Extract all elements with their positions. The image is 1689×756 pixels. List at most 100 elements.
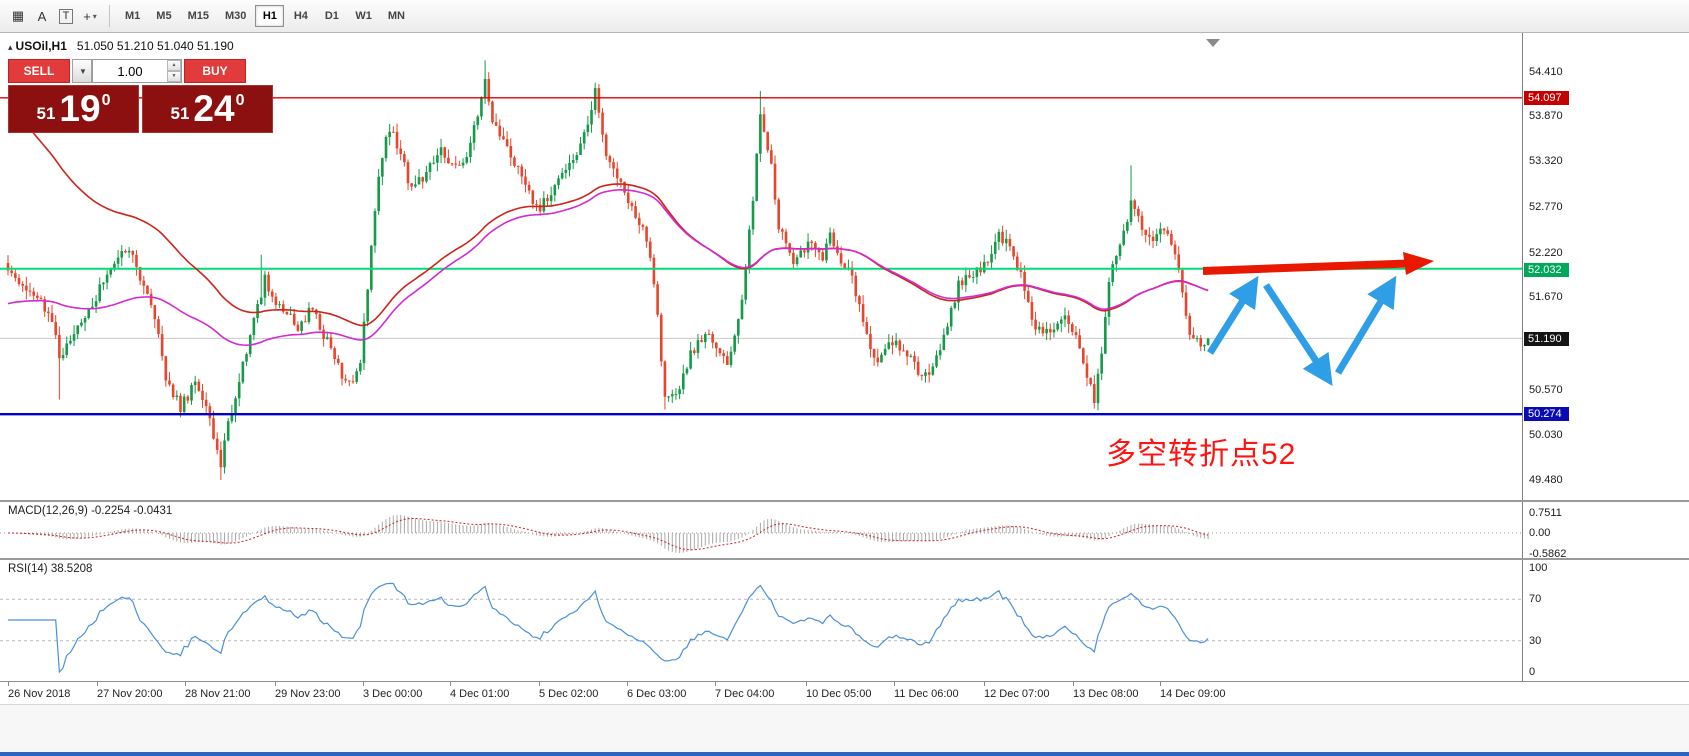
rsi-line: [8, 582, 1209, 674]
time-tick: [1160, 682, 1161, 686]
time-tick: [539, 682, 540, 686]
zigzag-arrow-1[interactable]: [1207, 275, 1259, 355]
price-scale-badge: 52.032: [1524, 263, 1569, 277]
price-chart-pane: ▴ USOil,H1 51.050 51.210 51.040 51.190 SEL…: [0, 33, 1522, 502]
window-bottom-edge: [0, 752, 1689, 756]
macd-canvas[interactable]: [0, 502, 1522, 560]
time-tick: [8, 682, 9, 686]
volume-spin-down[interactable]: ▼: [167, 71, 181, 82]
time-tick: [450, 682, 451, 686]
trend-arrow-annotation[interactable]: [1202, 252, 1434, 275]
time-label: 5 Dec 02:00: [539, 688, 599, 700]
time-label: 14 Dec 09:00: [1160, 688, 1226, 700]
note-text[interactable]: 多空转折点52: [1106, 438, 1297, 471]
volume-dropdown-button[interactable]: ▼: [72, 59, 92, 83]
text-tool-icon: T: [58, 8, 74, 24]
time-label: 10 Dec 05:00: [806, 688, 872, 700]
timeframe-m1[interactable]: M1: [118, 5, 147, 27]
timeframe-h1[interactable]: H1: [255, 5, 285, 27]
sell-price-display[interactable]: 51 19 0: [8, 85, 139, 133]
price-scale-badge: 50.274: [1524, 407, 1569, 421]
timeframe-m30[interactable]: M30: [218, 5, 253, 27]
buy-button[interactable]: BUY: [184, 59, 246, 83]
arrow-tool-button[interactable]: A: [30, 4, 54, 28]
toolbar: ▦ A T + ▾ M1 M5 M15 M30 H1 H4 D1 W1 MN: [0, 0, 1689, 33]
time-label: 28 Nov 21:00: [185, 688, 251, 700]
time-tick: [627, 682, 628, 686]
price-scale-label: 53.870: [1529, 110, 1563, 122]
symbol-title: USOil,H1: [15, 39, 67, 53]
timeframe-w1[interactable]: W1: [348, 5, 379, 27]
buy-price-display[interactable]: 51 24 0: [142, 85, 273, 133]
time-label: 11 Dec 06:00: [894, 688, 959, 700]
timeframe-h4[interactable]: H4: [286, 5, 315, 27]
time-label: 7 Dec 04:00: [715, 688, 775, 700]
time-tick: [806, 682, 807, 686]
chart-macd-splitter[interactable]: [0, 500, 1689, 502]
timeframe-m5[interactable]: M5: [149, 5, 178, 27]
price-scale-badge: 54.097: [1524, 91, 1569, 105]
macd-axis-label: 0.00: [1529, 527, 1551, 539]
price-scale[interactable]: 54.410 53.870 53.320 52.770 52.220 51.670 50.5…: [1522, 33, 1689, 681]
toolbar-separator: [109, 5, 110, 27]
timeframe-d1[interactable]: D1: [317, 5, 346, 27]
time-label: 12 Dec 07:00: [984, 688, 1050, 700]
time-tick: [715, 682, 716, 686]
crosshair-icon: +: [83, 8, 91, 24]
grid-tool-button[interactable]: ▦: [6, 4, 30, 28]
time-tick: [97, 682, 98, 686]
volume-spin-up[interactable]: ▲: [167, 60, 181, 71]
price-scale-label: 51.670: [1529, 291, 1563, 303]
candlesticks: [6, 60, 1210, 480]
price-scale-label: 52.220: [1529, 247, 1563, 259]
status-bar: [0, 704, 1689, 753]
time-tick: [894, 682, 895, 686]
rsi-axis-label: 30: [1529, 635, 1542, 647]
rsi-pane: RSI(14) 38.5208: [0, 560, 1522, 681]
price-scale-badge: 51.190: [1524, 332, 1569, 346]
time-tick: [275, 682, 276, 686]
time-label: 6 Dec 03:00: [627, 688, 687, 700]
chart-marker-icon: ▴: [8, 42, 13, 52]
price-scale-label: 53.320: [1529, 155, 1563, 167]
ma-line-1: [7, 188, 1209, 347]
crosshair-tool-button[interactable]: + ▾: [78, 4, 102, 28]
price-scale-label: 54.410: [1529, 66, 1563, 78]
time-label: 4 Dec 01:00: [450, 688, 510, 700]
grid-icon: ▦: [11, 8, 25, 23]
sell-button[interactable]: SELL: [8, 59, 70, 83]
time-tick: [185, 682, 186, 686]
price-scale-label: 50.030: [1529, 429, 1563, 441]
macd-rsi-splitter[interactable]: [0, 558, 1689, 560]
price-scale-label: 49.480: [1529, 474, 1563, 486]
macd-label: MACD(12,26,9) -0.2254 -0.0431: [8, 505, 173, 517]
timeframe-mn[interactable]: MN: [381, 5, 412, 27]
zigzag-arrow-3[interactable]: [1334, 275, 1397, 375]
price-chart-canvas[interactable]: [0, 33, 1522, 502]
price-scale-label: 52.770: [1529, 201, 1563, 213]
time-label: 27 Nov 20:00: [97, 688, 163, 700]
terminal-content: ▴ USOil,H1 51.050 51.210 51.040 51.190 SEL…: [0, 33, 1689, 756]
autoscroll-marker-icon: [1206, 39, 1220, 47]
rsi-label: RSI(14) 38.5208: [8, 563, 93, 575]
symbol-ohlc-info: ▴ USOil,H1 51.050 51.210 51.040 51.190: [8, 39, 234, 53]
macd-axis-label: -0.5862: [1529, 548, 1567, 560]
volume-input[interactable]: [93, 60, 167, 82]
timeframe-m15[interactable]: M15: [181, 5, 216, 27]
ohlc-values: 51.050 51.210 51.040 51.190: [76, 39, 234, 53]
price-scale-label: 50.570: [1529, 384, 1563, 396]
time-tick: [363, 682, 364, 686]
macd-pane: MACD(12,26,9) -0.2254 -0.0431: [0, 502, 1522, 560]
macd-signal-line: [8, 518, 1209, 551]
chevron-down-icon: ▾: [92, 11, 97, 21]
zigzag-arrow-2[interactable]: [1263, 283, 1333, 387]
chevron-down-icon: ▼: [79, 66, 87, 76]
time-axis[interactable]: 26 Nov 2018 27 Nov 20:00 28 Nov 21:00 29 No…: [0, 681, 1689, 705]
rsi-canvas[interactable]: [0, 560, 1522, 681]
macd-axis-label: 0.7511: [1529, 507, 1562, 519]
time-label: 29 Nov 23:00: [275, 688, 341, 700]
rsi-axis-label: 100: [1529, 562, 1548, 574]
time-label: 13 Dec 08:00: [1073, 688, 1139, 700]
text-tool-button[interactable]: T: [54, 4, 78, 28]
